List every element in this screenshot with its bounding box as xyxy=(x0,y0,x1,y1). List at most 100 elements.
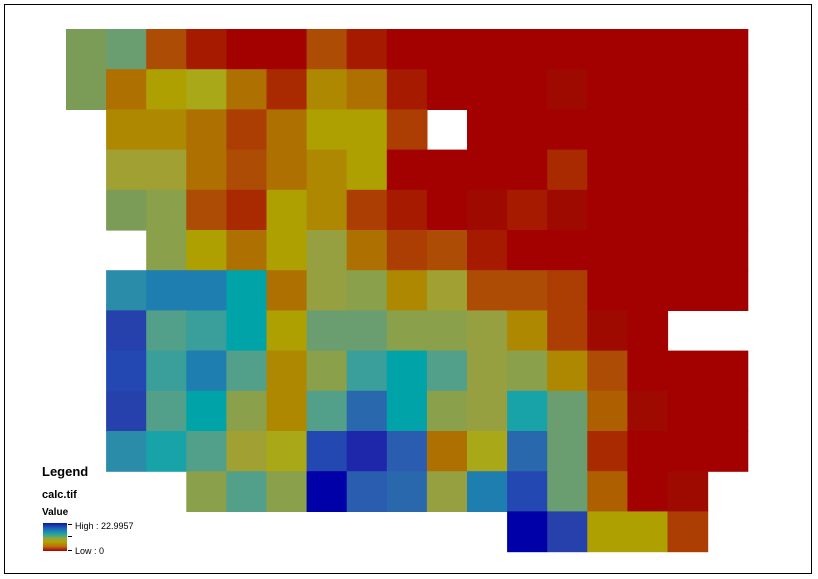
raster-cell xyxy=(186,350,227,392)
raster-cell xyxy=(346,431,388,472)
raster-cell xyxy=(106,350,147,392)
raster-cell xyxy=(306,109,348,151)
raster-cell xyxy=(306,69,348,110)
raster-cell xyxy=(627,310,669,352)
raster-cell xyxy=(507,69,548,110)
raster-cell xyxy=(547,29,588,70)
raster-cell xyxy=(667,69,709,110)
raster-cell xyxy=(346,471,388,512)
raster-cell xyxy=(306,390,348,432)
raster-cell xyxy=(266,69,308,110)
raster-cell xyxy=(306,189,348,231)
raster-cell xyxy=(507,230,548,271)
raster-cell xyxy=(467,230,508,271)
legend-low-label: Low : 0 xyxy=(75,546,105,556)
raster-cell xyxy=(346,350,388,392)
raster-cell xyxy=(667,350,709,392)
raster-cell xyxy=(547,431,588,472)
raster-cell xyxy=(346,310,388,352)
raster-cell xyxy=(186,149,227,191)
raster-cell xyxy=(667,390,709,432)
raster-cell xyxy=(346,109,388,151)
raster-cell xyxy=(146,270,187,311)
raster-cell xyxy=(426,350,468,392)
raster-cell xyxy=(186,310,227,352)
raster-cell xyxy=(146,350,187,392)
legend-low-tick xyxy=(68,550,72,551)
raster-cell xyxy=(186,390,227,432)
raster-cell xyxy=(386,29,428,70)
raster-cell xyxy=(426,189,468,231)
raster-cell xyxy=(507,350,548,392)
raster-cell xyxy=(306,149,348,191)
raster-cell xyxy=(507,109,548,151)
raster-cell xyxy=(507,189,548,231)
raster-cell xyxy=(226,350,268,392)
raster-cell xyxy=(507,511,548,553)
raster-cell xyxy=(106,270,147,311)
raster-cell xyxy=(346,390,388,432)
raster-cell xyxy=(386,350,428,392)
raster-cell xyxy=(467,29,508,70)
raster-cell xyxy=(587,390,628,432)
legend-high-label: High : 22.9957 xyxy=(75,521,134,531)
raster-cell xyxy=(346,29,388,70)
raster-cell xyxy=(467,310,508,352)
legend-layer-name: calc.tif xyxy=(42,489,77,501)
raster-cell xyxy=(346,149,388,191)
raster-cell xyxy=(667,29,709,70)
raster-cell xyxy=(507,390,548,432)
raster-cell xyxy=(266,29,308,70)
raster-cell xyxy=(667,270,709,311)
raster-cell xyxy=(507,270,548,311)
legend-field-name: Value xyxy=(42,507,69,518)
raster-cell xyxy=(266,149,308,191)
raster-cell xyxy=(467,109,508,151)
raster-cell xyxy=(146,149,187,191)
raster-cell xyxy=(346,69,388,110)
raster-cell xyxy=(226,69,268,110)
raster-cell xyxy=(306,230,348,271)
raster-cell xyxy=(226,230,268,271)
raster-cell xyxy=(186,471,227,512)
raster-cell xyxy=(467,350,508,392)
raster-cell xyxy=(146,109,187,151)
raster-cell xyxy=(667,109,709,151)
raster-cell xyxy=(146,310,187,352)
raster-cell xyxy=(587,29,628,70)
raster-cell xyxy=(587,350,628,392)
raster-grid xyxy=(66,29,749,553)
raster-cell xyxy=(266,390,308,432)
raster-cell xyxy=(627,431,669,472)
raster-cell xyxy=(547,230,588,271)
raster-cell xyxy=(627,350,669,392)
raster-cell xyxy=(306,310,348,352)
raster-cell xyxy=(707,69,749,110)
raster-cell xyxy=(426,390,468,432)
raster-cell xyxy=(226,471,268,512)
raster-cell xyxy=(547,310,588,352)
raster-cell xyxy=(547,511,588,553)
raster-cell xyxy=(426,270,468,311)
raster-cell xyxy=(547,189,588,231)
raster-cell xyxy=(226,109,268,151)
raster-cell xyxy=(266,189,308,231)
raster-cell xyxy=(346,189,388,231)
raster-cell xyxy=(386,69,428,110)
raster-cell xyxy=(306,350,348,392)
raster-cell xyxy=(587,310,628,352)
raster-cell xyxy=(386,149,428,191)
raster-cell xyxy=(186,431,227,472)
raster-cell xyxy=(426,230,468,271)
raster-cell xyxy=(627,471,669,512)
raster-cell xyxy=(66,69,107,110)
raster-cell xyxy=(667,230,709,271)
raster-cell xyxy=(707,390,749,432)
raster-cell xyxy=(146,189,187,231)
raster-cell xyxy=(146,230,187,271)
raster-cell xyxy=(386,109,428,151)
raster-cell xyxy=(667,511,709,553)
raster-cell xyxy=(627,390,669,432)
raster-cell xyxy=(106,431,147,472)
raster-cell xyxy=(707,230,749,271)
